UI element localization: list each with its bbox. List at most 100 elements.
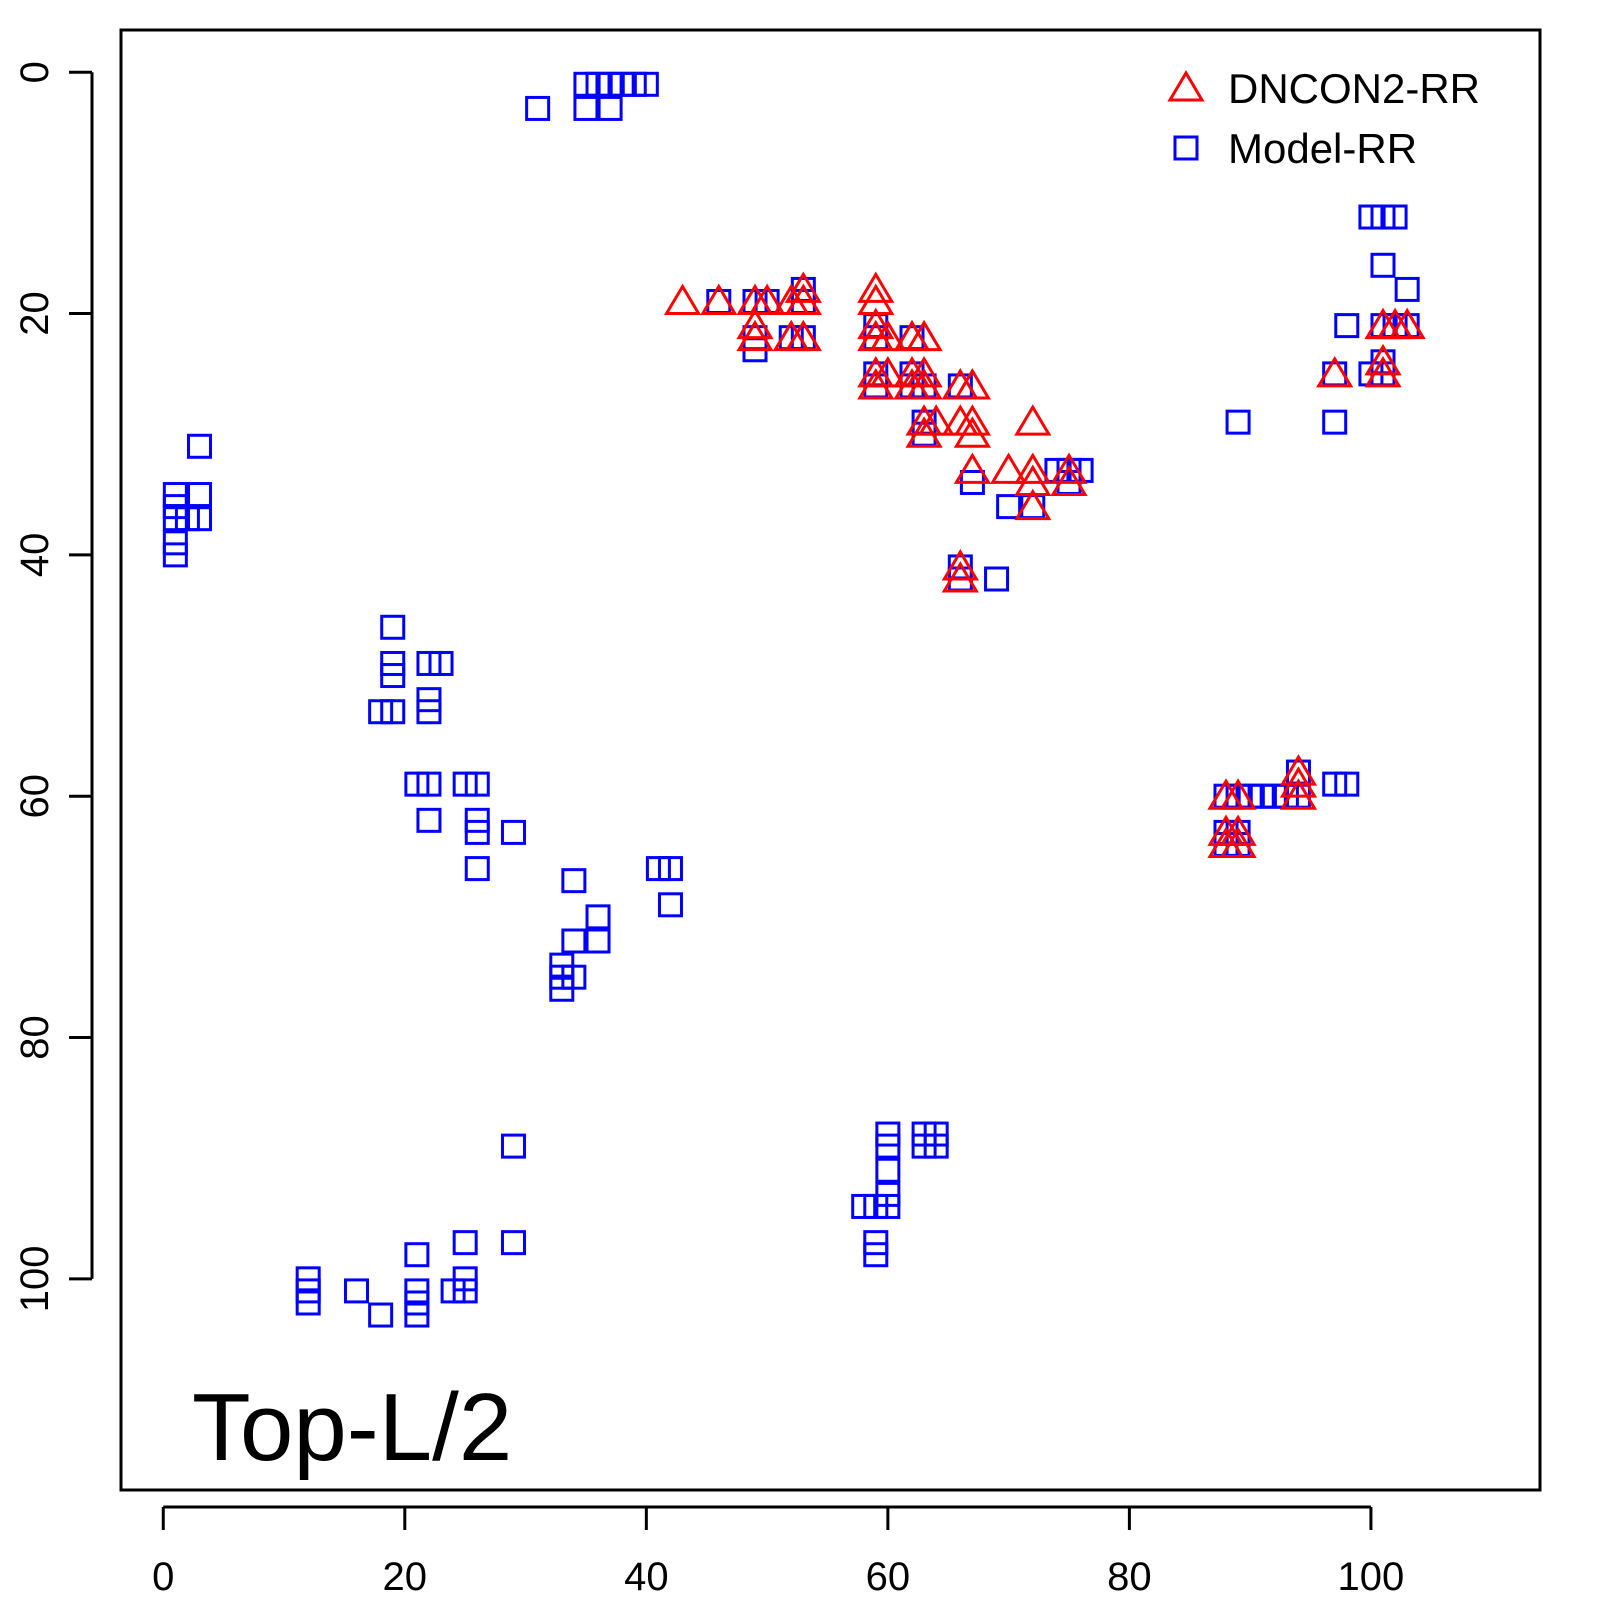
square-point xyxy=(295,1290,321,1316)
triangle-point xyxy=(1279,766,1318,798)
triangle-point xyxy=(1364,343,1402,376)
data-points xyxy=(162,71,1426,1328)
square-point xyxy=(984,566,1010,592)
square-point xyxy=(464,819,490,845)
square-point xyxy=(585,928,611,954)
triangle-point xyxy=(905,368,943,400)
square-point xyxy=(1225,409,1251,435)
x-tick-label: 40 xyxy=(624,1555,669,1599)
triangle-point xyxy=(989,452,1028,484)
triangle-point xyxy=(905,319,943,352)
triangle-point xyxy=(1014,488,1052,521)
y-tick-label: 60 xyxy=(13,774,57,819)
series-model-rr xyxy=(162,71,1420,1328)
triangle-point xyxy=(1316,355,1354,388)
square-point xyxy=(428,650,454,676)
triangle-point xyxy=(1050,452,1088,484)
triangle-point xyxy=(953,368,992,400)
x-tick-label: 60 xyxy=(866,1555,911,1599)
triangle-point xyxy=(857,271,895,303)
triangle-point xyxy=(784,283,822,315)
y-axis: 0 20 40 60 80 100 xyxy=(13,61,94,1312)
legend-marker-square xyxy=(1173,135,1199,161)
triangle-point xyxy=(917,404,955,436)
square-point xyxy=(573,95,599,121)
triangle-point xyxy=(1219,826,1257,858)
triangle-point xyxy=(869,355,907,388)
triangle-point xyxy=(1014,404,1052,436)
square-point xyxy=(500,819,526,845)
triangle-point xyxy=(1364,355,1402,388)
square-point xyxy=(1322,409,1348,435)
square-point xyxy=(1334,771,1360,797)
square-point xyxy=(1382,204,1408,230)
square-point xyxy=(597,95,623,121)
triangle-point xyxy=(905,355,943,388)
square-point xyxy=(380,614,406,640)
legend-marker-triangle xyxy=(1167,70,1205,102)
square-point xyxy=(1370,252,1396,278)
triangle-point xyxy=(941,548,979,581)
triangle-point xyxy=(869,319,907,352)
triangle-point xyxy=(1388,307,1426,340)
square-point xyxy=(452,1230,478,1256)
triangle-point xyxy=(905,416,943,448)
square-point xyxy=(464,771,490,797)
x-tick-label: 20 xyxy=(383,1555,428,1599)
x-tick-label: 0 xyxy=(152,1555,174,1599)
square-point xyxy=(923,1133,949,1159)
triangle-point xyxy=(700,283,738,315)
square-point xyxy=(851,1193,877,1219)
plot-annotation: Top-L/2 xyxy=(192,1374,512,1481)
triangle-point xyxy=(941,561,979,593)
square-point xyxy=(875,1133,901,1159)
triangle-point xyxy=(736,307,774,340)
series-dncon2-rr xyxy=(663,271,1426,858)
square-point xyxy=(343,1278,369,1304)
square-point xyxy=(404,1302,430,1328)
triangle-point xyxy=(736,319,774,352)
triangle-point xyxy=(784,271,822,303)
triangle-point xyxy=(953,404,992,436)
square-point xyxy=(657,856,683,882)
square-point xyxy=(464,856,490,882)
square-point xyxy=(380,663,406,689)
square-point xyxy=(440,1278,466,1304)
square-point xyxy=(186,506,212,532)
square-point xyxy=(380,699,406,725)
triangle-point xyxy=(857,307,895,340)
y-tick-label: 80 xyxy=(13,1015,57,1060)
square-point xyxy=(186,433,212,459)
square-point xyxy=(1334,313,1360,339)
square-point xyxy=(561,928,587,954)
triangle-point xyxy=(1219,814,1257,846)
plot-frame xyxy=(119,28,1542,1492)
square-point xyxy=(416,807,442,833)
x-tick-label: 80 xyxy=(1107,1555,1152,1599)
y-tick-label: 20 xyxy=(13,291,57,336)
square-point xyxy=(368,1302,394,1328)
y-tick-label: 40 xyxy=(13,533,57,578)
legend-label: DNCON2-RR xyxy=(1228,65,1480,112)
triangle-point xyxy=(953,416,992,448)
triangle-point xyxy=(1219,778,1257,810)
square-point xyxy=(162,542,188,568)
square-point xyxy=(404,1242,430,1268)
triangle-point xyxy=(1014,452,1052,484)
square-point xyxy=(863,1242,889,1268)
square-point xyxy=(561,868,587,894)
x-axis: 0 20 40 60 80 100 xyxy=(152,1505,1404,1599)
square-point xyxy=(416,771,442,797)
triangle-point xyxy=(748,283,786,315)
triangle-point xyxy=(1279,778,1318,810)
square-point xyxy=(561,964,587,990)
square-point xyxy=(525,95,551,121)
square-point xyxy=(1394,276,1420,302)
y-tick-label: 0 xyxy=(13,61,57,83)
legend-label: Model-RR xyxy=(1228,125,1417,172)
square-point xyxy=(500,1133,526,1159)
square-point xyxy=(996,494,1022,520)
legend: DNCON2-RR Model-RR xyxy=(1167,65,1480,172)
triangle-point xyxy=(1050,464,1088,496)
